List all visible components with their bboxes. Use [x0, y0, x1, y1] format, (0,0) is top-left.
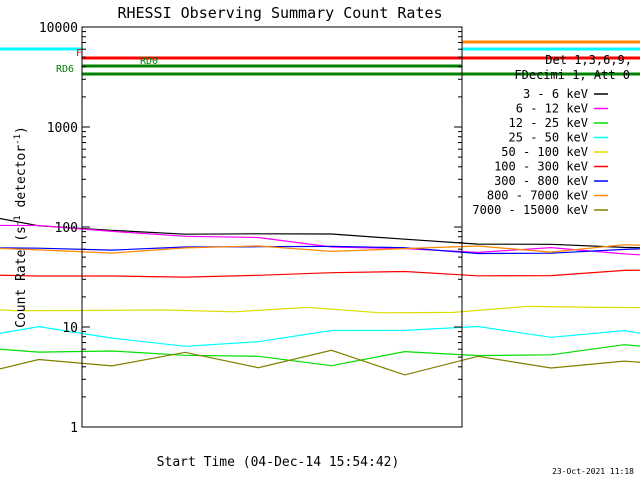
x-axis-label: Start Time (04-Dec-14 15:54:42)	[157, 455, 400, 470]
mode-bar-layer: NSFRD0RD6	[0, 40, 640, 76]
y-axis-label-sup1: -1	[13, 215, 23, 226]
legend-label-4: 50 - 100 keV	[501, 145, 588, 159]
legend-label-0: 3 - 6 keV	[523, 87, 588, 101]
legend-label-3: 25 - 50 keV	[509, 131, 588, 145]
y-axis-label-main: Count Rate (s	[14, 226, 29, 328]
axis-layer: 16:0016:1516:3016:4517:0017:1517:3011010…	[39, 21, 462, 436]
chart-title: RHESSI Observing Summary Count Rates	[117, 4, 442, 22]
legend-label-8: 7000 - 15000 keV	[472, 203, 588, 217]
legend-header-line1: Det 1,3,6,9,	[545, 53, 632, 67]
y-tick-label-3: 1000	[47, 121, 78, 136]
series-line-1	[0, 224, 640, 256]
y-tick-label-1: 10	[62, 321, 78, 336]
legend-label-7: 800 - 7000 keV	[487, 189, 588, 203]
legend-label-5: 100 - 300 keV	[494, 160, 588, 174]
y-axis-label-mid: detector	[14, 145, 29, 216]
y-tick-label-0: 1	[70, 421, 78, 436]
legend-header-line2: FDecimi 1, Att 0	[514, 68, 630, 82]
y-tick-label-4: 10000	[39, 21, 78, 36]
mode-label-f: F	[76, 48, 82, 59]
legend-label-6: 300 - 800 keV	[494, 174, 588, 188]
mode-label-rd6: RD6	[56, 64, 74, 75]
y-tick-label-2: 100	[55, 221, 78, 236]
y-axis-label-end: )	[14, 126, 29, 134]
y-axis-label: Count Rate (s-1 detector-1)	[13, 126, 29, 328]
mode-label-rd0: RD0	[140, 56, 158, 67]
legend-label-2: 12 - 25 keV	[509, 116, 588, 130]
render-timestamp: 23-Oct-2021 11:18	[552, 467, 634, 476]
legend-label-1: 6 - 12 keV	[516, 102, 588, 116]
series-layer	[0, 217, 640, 376]
y-axis-label-sup2: -1	[13, 134, 23, 145]
